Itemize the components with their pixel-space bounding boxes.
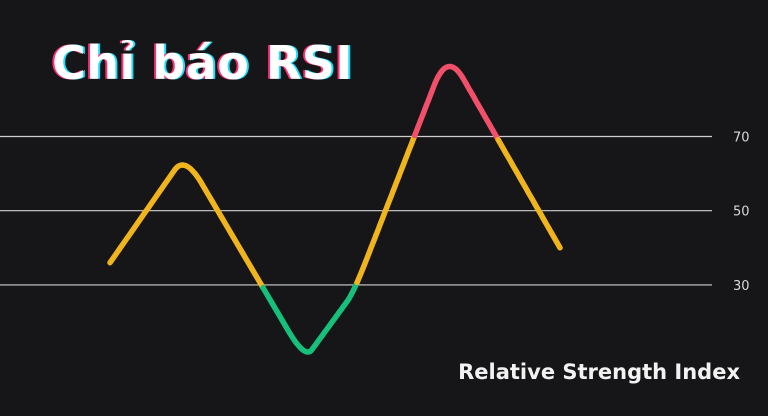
rsi-line-segment-1 bbox=[260, 279, 360, 355]
rsi-line-segment-2 bbox=[354, 132, 418, 286]
rsi-line-segment-4 bbox=[495, 136, 563, 251]
level-lines: 70 50 30 bbox=[0, 130, 750, 294]
chart-title: Chỉ báo RSI bbox=[52, 36, 354, 90]
y-tick-label: 50 bbox=[733, 205, 750, 220]
rsi-line-segment-0 bbox=[107, 162, 266, 291]
rsi-line-segment-3 bbox=[411, 63, 501, 143]
y-tick-label: 70 bbox=[733, 130, 750, 145]
chart-subtitle: Relative Strength Index bbox=[458, 360, 740, 384]
rsi-series bbox=[107, 63, 563, 355]
y-tick-label: 30 bbox=[733, 279, 750, 294]
